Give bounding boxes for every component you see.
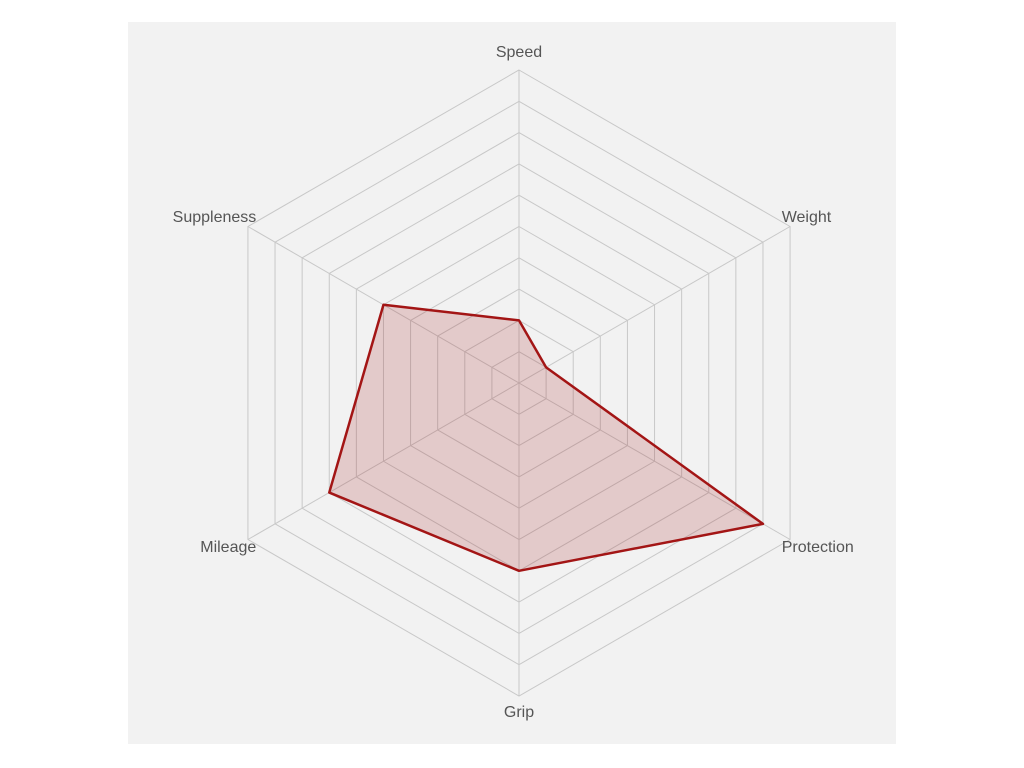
axis-label: Speed bbox=[496, 44, 542, 61]
chart-background bbox=[128, 22, 896, 744]
axis-label: Protection bbox=[782, 539, 854, 556]
axis-spoke bbox=[247, 382, 520, 540]
axis-label: Weight bbox=[782, 209, 832, 226]
axis-spoke bbox=[518, 382, 791, 540]
axis-label: Grip bbox=[504, 704, 534, 721]
axis-label: Mileage bbox=[200, 539, 256, 556]
data-area bbox=[328, 303, 765, 573]
axis-spoke bbox=[518, 226, 791, 384]
axis-label: Suppleness bbox=[173, 209, 257, 226]
